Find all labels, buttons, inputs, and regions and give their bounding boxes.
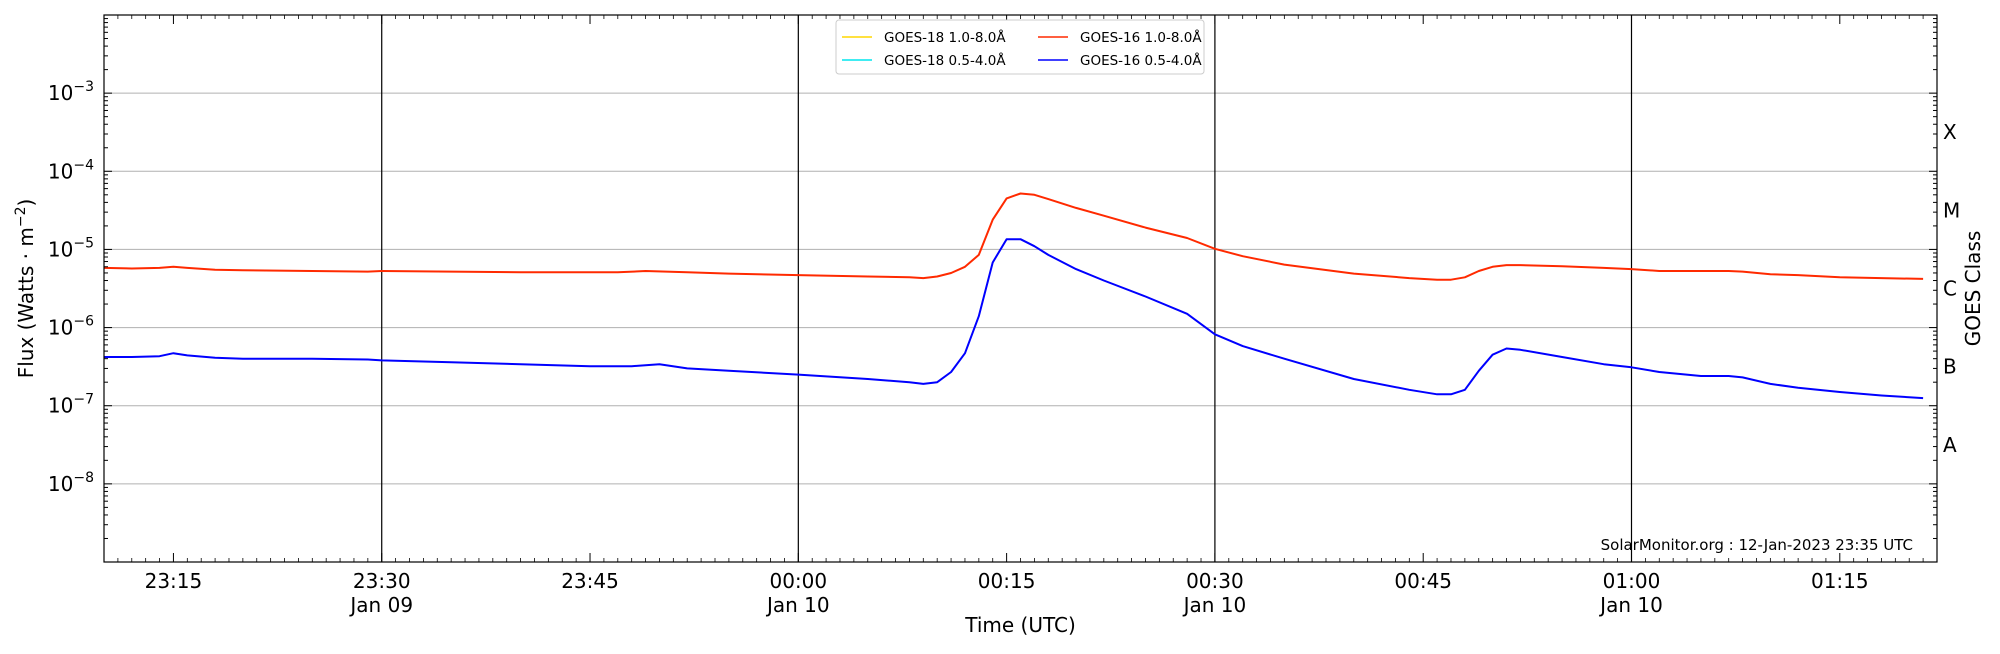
- goes-class-label: A: [1943, 433, 1957, 457]
- legend: GOES-18 1.0-8.0Å GOES-18 0.5-4.0Å GOES-16 …: [835, 19, 1205, 75]
- y-tick-label-exponent: −7: [73, 392, 94, 408]
- y-axis-label-end: ): [14, 199, 38, 207]
- legend-box: [835, 19, 1205, 75]
- x-tick-label: 00:00: [769, 569, 827, 593]
- legend-label: GOES-16 1.0-8.0Å: [1080, 29, 1202, 46]
- y-tick-label-base: 10: [48, 237, 73, 261]
- legend-label: GOES-18 0.5-4.0Å: [884, 52, 1006, 69]
- goes-class-axis-label: GOES Class: [1961, 231, 1985, 347]
- y-tick-label-exponent: −8: [73, 470, 94, 486]
- goes-class-label: C: [1943, 277, 1957, 301]
- x-tick-sublabel: Jan 10: [1598, 593, 1663, 617]
- legend-label: GOES-18 1.0-8.0Å: [884, 29, 1006, 46]
- y-tick-label-base: 10: [48, 394, 73, 418]
- y-tick-label: 10−6: [48, 314, 94, 340]
- series-line: [104, 238, 1924, 400]
- y-axis-label: Flux (Watts · m−2): [13, 199, 38, 379]
- axis-ticks: [103, 15, 1938, 563]
- goes-class-label: B: [1943, 355, 1957, 379]
- y-tick-label-base: 10: [48, 472, 73, 496]
- x-tick-label: 23:30: [353, 569, 411, 593]
- source-annotation: SolarMonitor.org : 12-Jan-2023 23:35 UTC: [1601, 536, 1913, 554]
- goes-class-label: X: [1943, 120, 1957, 144]
- y-tick-label: 10−3: [48, 79, 94, 105]
- x-tick-sublabel: Jan 10: [1182, 593, 1247, 617]
- y-tick-label: 10−8: [48, 470, 94, 496]
- y-tick-label: 10−4: [48, 157, 94, 183]
- x-tick-sublabel: Jan 10: [765, 593, 830, 617]
- y-tick-label: 10−7: [48, 392, 94, 418]
- x-axis-label: Time (UTC): [964, 613, 1076, 637]
- x-tick-label: 00:15: [978, 569, 1036, 593]
- x-tick-sublabel: Jan 09: [348, 593, 413, 617]
- y-tick-labels: 10−810−710−610−510−410−3: [48, 79, 94, 496]
- y-tick-label-exponent: −3: [73, 79, 94, 95]
- y-axis-label-exponent: −2: [13, 207, 29, 228]
- x-tick-label: 00:45: [1394, 569, 1452, 593]
- y-tick-label-base: 10: [48, 159, 73, 183]
- series-line: [103, 192, 1924, 281]
- plot-frame: [103, 14, 1938, 563]
- series-lines: [103, 192, 1924, 400]
- x-tick-label: 01:00: [1603, 569, 1661, 593]
- y-axis-label-base: Flux (Watts · m: [14, 227, 38, 378]
- goes-class-labels: A B C M X: [1943, 120, 1960, 457]
- goes-class-label: M: [1943, 198, 1960, 222]
- x-tick-label: 00:30: [1186, 569, 1244, 593]
- y-tick-label-exponent: −5: [73, 235, 94, 251]
- y-tick-label-exponent: −6: [73, 314, 94, 330]
- day-separator-lines: [381, 15, 1633, 562]
- y-tick-label-base: 10: [48, 81, 73, 105]
- y-tick-label-base: 10: [48, 316, 73, 340]
- y-tick-label: 10−5: [48, 235, 94, 261]
- x-tick-label: 01:15: [1811, 569, 1869, 593]
- y-tick-label-exponent: −4: [73, 157, 94, 173]
- gridlines: [104, 92, 1937, 485]
- x-tick-label: 23:45: [561, 569, 619, 593]
- x-tick-label: 23:15: [145, 569, 203, 593]
- legend-label: GOES-16 0.5-4.0Å: [1080, 52, 1202, 69]
